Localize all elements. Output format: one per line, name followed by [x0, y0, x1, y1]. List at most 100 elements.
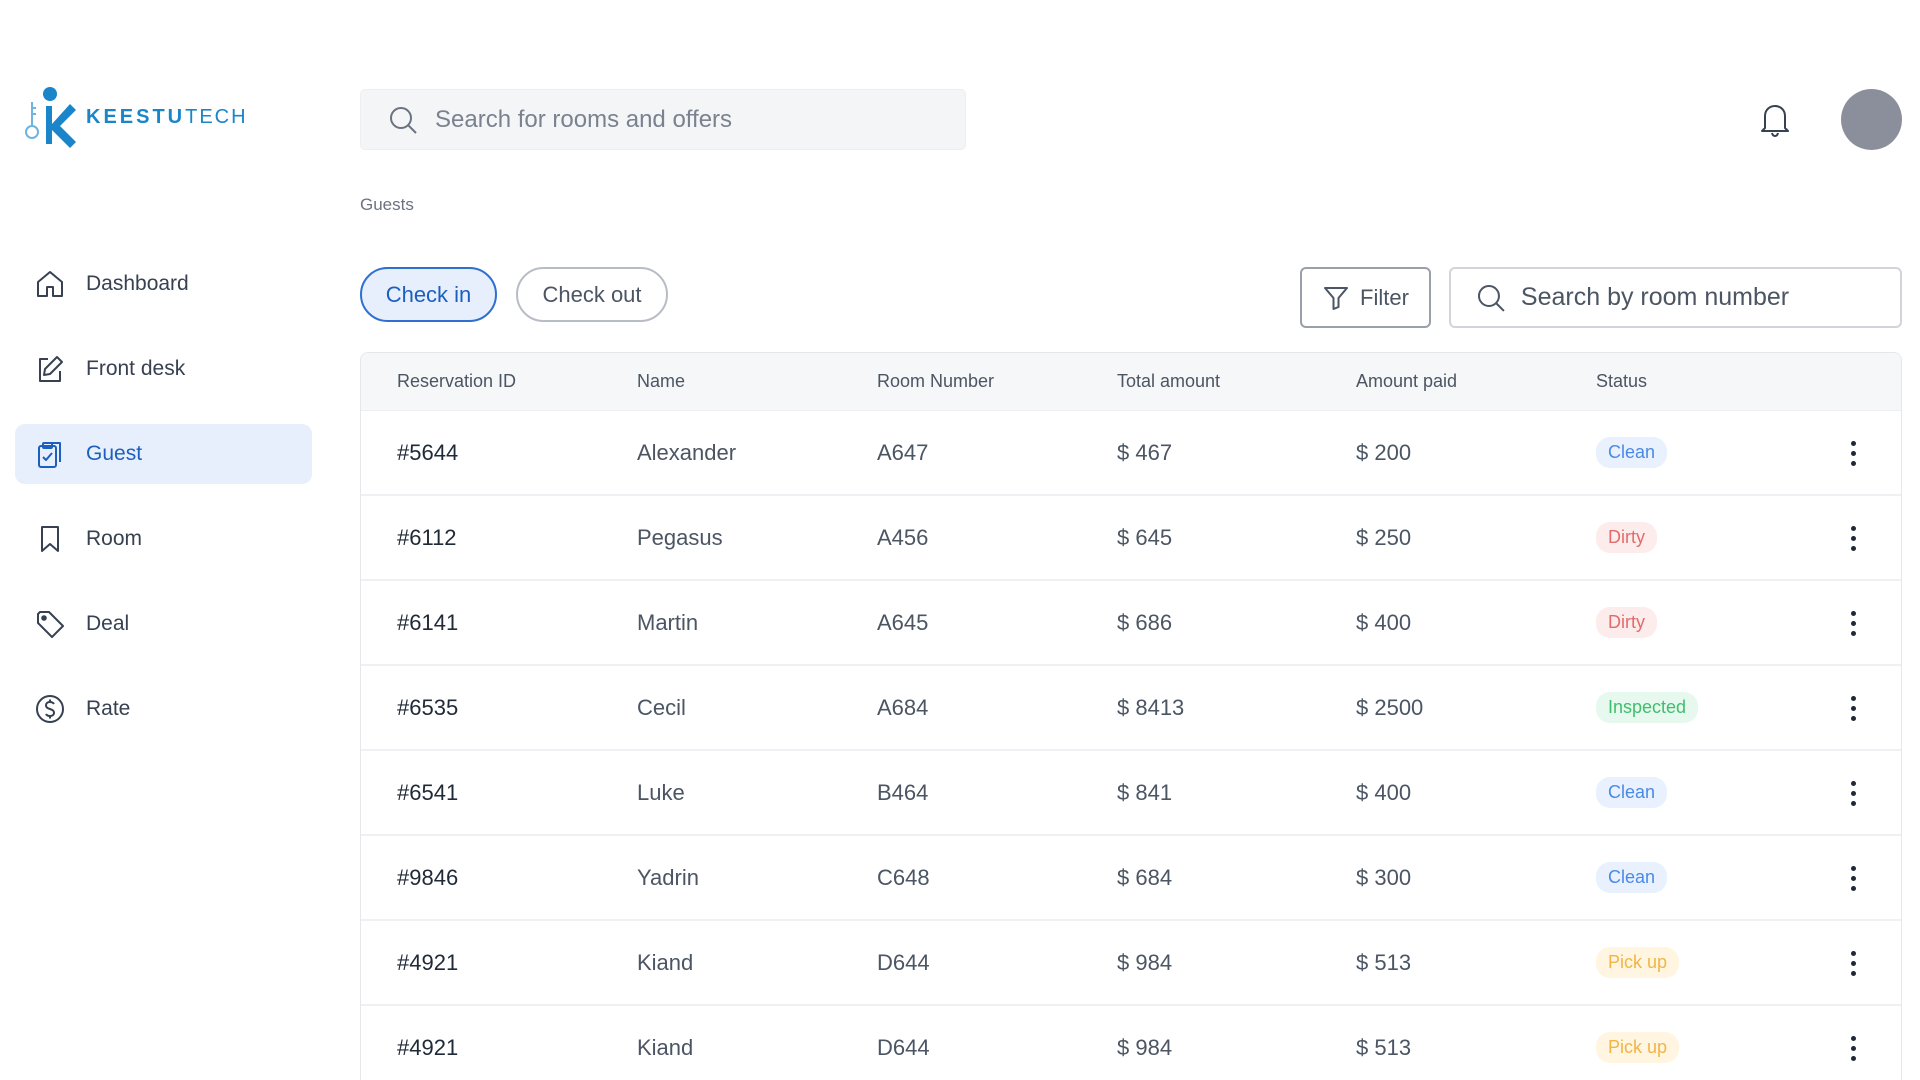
dot	[1850, 875, 1856, 881]
dot	[1850, 1045, 1856, 1051]
global-search-input[interactable]	[435, 105, 955, 134]
guest-name-cell: Kiand	[637, 949, 694, 975]
status-cell: Clean	[1596, 777, 1668, 808]
more-options-icon[interactable]	[1841, 603, 1865, 643]
dot	[1850, 630, 1856, 636]
column-header[interactable]: Status	[1596, 371, 1648, 391]
table-row[interactable]: #6141 Martin A645 $ 686 $ 400 Dirty	[361, 581, 1901, 666]
table-row[interactable]: #4921 Kiand D644 $ 984 $ 513 Pick up	[361, 1006, 1901, 1080]
room-number-cell: A647	[877, 439, 929, 465]
bell-icon[interactable]	[1757, 100, 1793, 138]
status-cell: Inspected	[1596, 692, 1699, 723]
key-logo-icon	[25, 87, 76, 148]
sidebar-item-rate[interactable]: Rate	[15, 679, 312, 739]
sidebar-item-dashboard[interactable]: Dashboard	[15, 254, 312, 314]
brand-name: KEESTUTECH	[86, 105, 248, 128]
global-search[interactable]	[360, 89, 966, 150]
amount-paid-cell: $ 513	[1356, 1034, 1412, 1060]
sidebar-item-label: Rate	[86, 697, 131, 720]
filter-button[interactable]: Filter	[1300, 267, 1431, 328]
more-options-icon[interactable]	[1841, 688, 1865, 728]
room-number-cell: D644	[877, 949, 930, 975]
more-options-icon[interactable]	[1841, 773, 1865, 813]
sidebar-item-label: Room	[86, 527, 143, 550]
dot	[1850, 960, 1856, 966]
sidebar-item-guest[interactable]: Guest	[15, 424, 312, 484]
column-header[interactable]: Reservation ID	[397, 371, 517, 391]
amount-paid-cell: $ 513	[1356, 949, 1412, 975]
edit-icon	[33, 352, 67, 386]
guest-name-cell: Kiand	[637, 1034, 694, 1060]
home-icon	[33, 267, 67, 301]
tab-check-in[interactable]: Check in	[360, 267, 497, 322]
total-amount-cell: $ 8413	[1117, 694, 1185, 720]
column-header[interactable]: Room Number	[877, 371, 995, 391]
table-row[interactable]: #5644 Alexander A647 $ 467 $ 200 Clean	[361, 411, 1901, 496]
breadcrumb: Guests	[360, 195, 414, 214]
more-options-icon[interactable]	[1841, 858, 1865, 898]
tab-check-out[interactable]: Check out	[516, 267, 668, 322]
status-cell: Clean	[1596, 437, 1668, 468]
more-options-icon[interactable]	[1841, 518, 1865, 558]
total-amount-cell: $ 686	[1117, 609, 1173, 635]
total-amount-cell: $ 684	[1117, 864, 1173, 890]
avatar[interactable]	[1841, 89, 1902, 150]
search-icon	[1477, 284, 1505, 312]
column-header[interactable]: Total amount	[1117, 371, 1221, 391]
dot	[1850, 950, 1856, 956]
guest-name-cell: Pegasus	[637, 524, 723, 550]
status-cell: Pick up	[1596, 1032, 1680, 1063]
column-header[interactable]: Amount paid	[1356, 371, 1458, 391]
table-row[interactable]: #9846 Yadrin C648 $ 684 $ 300 Clean	[361, 836, 1901, 921]
reservation-id-cell: #5644	[397, 439, 459, 465]
amount-paid-cell: $ 300	[1356, 864, 1412, 890]
filter-icon	[1324, 286, 1349, 310]
dot	[1850, 695, 1856, 701]
amount-paid-cell: $ 2500	[1356, 694, 1424, 720]
dot	[1850, 705, 1856, 711]
dot	[1850, 970, 1856, 976]
status-cell: Dirty	[1596, 607, 1657, 638]
table-row[interactable]: #4921 Kiand D644 $ 984 $ 513 Pick up	[361, 921, 1901, 1006]
reservation-id-cell: #6112	[397, 524, 457, 550]
room-search-input[interactable]	[1520, 283, 1900, 312]
sidebar-item-front-desk[interactable]: Front desk	[15, 339, 312, 399]
status-cell: Dirty	[1596, 522, 1657, 553]
guest-name-cell: Luke	[637, 779, 685, 805]
dot	[1850, 440, 1856, 446]
guest-name-cell: Martin	[637, 609, 699, 635]
tag-icon	[33, 607, 67, 641]
table-row[interactable]: #6112 Pegasus A456 $ 645 $ 250 Dirty	[361, 496, 1901, 581]
dot	[1850, 715, 1856, 721]
reservation-id-cell: #6541	[397, 779, 459, 805]
table-row[interactable]: #6535 Cecil A684 $ 8413 $ 2500 Inspected	[361, 666, 1901, 751]
reservation-id-cell: #4921	[397, 1034, 459, 1060]
brand-logo[interactable]: KEESTUTECH	[20, 86, 248, 148]
dot	[1850, 885, 1856, 891]
status-badge: Dirty	[1596, 522, 1657, 553]
dot	[1850, 545, 1856, 551]
sidebar-item-label: Front desk	[86, 357, 186, 380]
amount-paid-cell: $ 400	[1356, 609, 1412, 635]
dot	[1850, 610, 1856, 616]
sidebar-item-deal[interactable]: Deal	[15, 594, 312, 654]
reservation-id-cell: #6535	[397, 694, 459, 720]
more-options-icon[interactable]	[1841, 943, 1865, 983]
dot	[1850, 1035, 1856, 1041]
filter-label: Filter	[1360, 284, 1409, 310]
column-header[interactable]: Name	[637, 371, 686, 391]
room-search[interactable]	[1449, 267, 1902, 328]
more-options-icon[interactable]	[1841, 433, 1865, 473]
status-badge: Pick up	[1596, 1032, 1680, 1063]
table-header: Reservation ID Name Room Number Total am…	[361, 353, 1901, 411]
status-badge: Clean	[1596, 437, 1668, 468]
dollar-circle-icon	[33, 692, 67, 726]
more-options-icon[interactable]	[1841, 1028, 1865, 1068]
sidebar-item-room[interactable]: Room	[15, 509, 312, 569]
bookmark-icon	[33, 522, 67, 556]
table-row[interactable]: #6541 Luke B464 $ 841 $ 400 Clean	[361, 751, 1901, 836]
sidebar-item-label: Dashboard	[86, 272, 189, 295]
dot	[1850, 535, 1856, 541]
status-badge: Clean	[1596, 862, 1668, 893]
room-number-cell: B464	[877, 779, 929, 805]
